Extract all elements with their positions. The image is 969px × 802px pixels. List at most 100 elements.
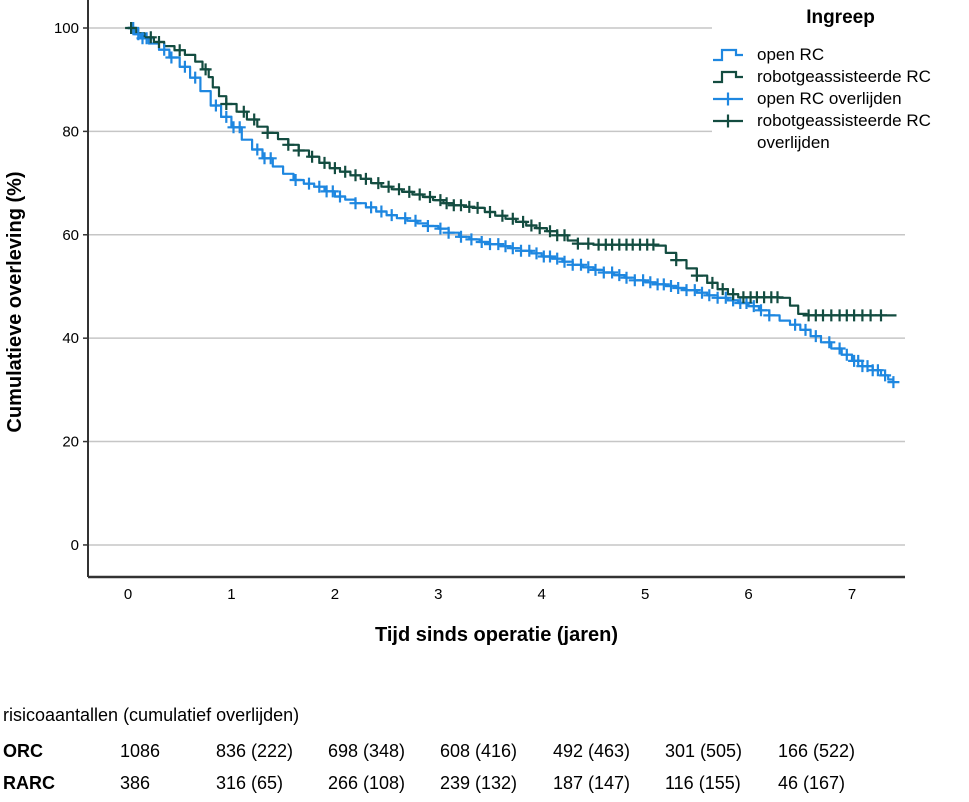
y-tick-label: 80 — [62, 123, 79, 140]
censor-mark — [282, 138, 295, 151]
legend: Ingreep open RC robotgeassisteerde RC — [712, 0, 969, 154]
censor-mark — [173, 44, 186, 57]
censor-mark — [313, 180, 326, 193]
censor-mark — [719, 291, 732, 304]
censor-mark — [799, 323, 812, 336]
censor-mark — [665, 280, 677, 292]
censor-plus-key-icon — [712, 110, 757, 129]
censor-mark — [544, 250, 556, 263]
censor-mark — [637, 274, 650, 287]
censor-mark — [220, 98, 233, 110]
censor-mark — [365, 201, 378, 214]
censor-mark — [326, 185, 339, 198]
censor-mark — [644, 276, 657, 289]
censor-plus-key-icon — [712, 88, 757, 107]
risk-row-label-orc: ORC — [3, 741, 43, 761]
censor-mark — [471, 201, 484, 214]
censor-mark — [727, 288, 740, 301]
censor-mark — [517, 215, 530, 228]
y-tick-label: 20 — [62, 434, 79, 451]
censor-mark — [440, 197, 453, 210]
censor-mark — [690, 269, 703, 282]
risk-value: 836 (222) — [216, 741, 294, 761]
km-chart-canvas: 0 20 40 60 80 100 0 1 2 3 4 5 6 7 Tijd sinds operatie … — [4, 0, 905, 646]
censor-mark — [292, 144, 305, 157]
y-tick-label: 40 — [62, 330, 79, 347]
risk-value: 301 (505) — [665, 741, 743, 761]
censor-mark — [349, 197, 362, 210]
risk-value: 166 (522) — [778, 741, 856, 761]
legend-item-open-rc: open RC — [712, 44, 969, 66]
censor-mark — [403, 185, 416, 198]
censor-mark — [688, 284, 701, 297]
censor-mark — [306, 150, 319, 163]
censor-mark — [670, 254, 683, 267]
censor-mark — [875, 309, 887, 322]
censor-mark — [492, 238, 505, 251]
censor-mark — [328, 162, 341, 175]
risk-table-header: risicoaantallen (cumulatief overlijden) — [3, 705, 300, 725]
censor-mark — [289, 174, 302, 186]
censor-mark — [409, 214, 422, 227]
y-axis-title: Cumulatieve overleving (%) — [4, 171, 26, 432]
censor-mark — [771, 291, 784, 304]
censor-mark — [434, 222, 447, 235]
censor-mark — [375, 205, 388, 218]
x-axis-title: Tijd sinds operatie (jaren) — [375, 624, 618, 646]
censor-mark — [606, 266, 619, 279]
censor-mark — [716, 283, 729, 296]
risk-value: 386 — [120, 773, 151, 793]
censor-mark — [385, 209, 398, 222]
censor-mark — [530, 247, 543, 260]
risk-value: 46 (167) — [778, 773, 846, 793]
censor-mark — [158, 43, 171, 56]
censor-mark — [484, 206, 496, 218]
censor-mark — [251, 143, 264, 156]
censor-mark — [318, 156, 331, 169]
censor-mark — [672, 282, 685, 294]
censor-mark — [125, 22, 138, 34]
risk-value: 608 (416) — [440, 741, 518, 761]
censor-mark — [871, 364, 884, 377]
risk-value: 116 (155) — [665, 773, 741, 793]
censor-mark — [399, 212, 412, 225]
censor-mark — [558, 229, 571, 242]
legend-label: open RC overlijden — [757, 89, 902, 108]
censor-mark — [475, 236, 488, 248]
censor-mark — [789, 318, 802, 331]
censor-mark — [349, 169, 362, 182]
censor-mark — [248, 113, 261, 126]
censor-mark — [620, 271, 633, 284]
censor-mark — [261, 126, 274, 139]
legend-label: robotgeassisteerde RC — [757, 67, 931, 86]
legend-item-open-rc-overlijden: open RC overlijden — [712, 88, 969, 110]
censor-mark — [523, 244, 536, 257]
censor-mark — [382, 180, 395, 193]
censor-mark — [496, 209, 509, 222]
censor-mark — [199, 63, 212, 76]
censor-mark — [434, 194, 447, 207]
risk-value: 266 (108) — [328, 773, 406, 793]
x-tick-label: 3 — [434, 586, 442, 603]
censor-mark — [571, 237, 584, 250]
legend-item-rarc-overlijden: robotgeassisteerde RC overlijden — [712, 110, 969, 154]
y-tick-label: 100 — [54, 20, 79, 37]
censor-mark — [763, 309, 776, 322]
step-line-key-icon — [712, 44, 757, 63]
censor-mark — [747, 300, 760, 313]
censor-mark — [153, 36, 165, 48]
censor-mark — [144, 31, 157, 44]
censor-mark — [233, 121, 246, 134]
censor-mark — [647, 238, 660, 251]
x-tick-label: 0 — [124, 586, 132, 603]
censor-mark — [455, 230, 467, 243]
censor-mark — [879, 369, 892, 382]
x-tick-label: 7 — [848, 586, 856, 603]
censor-mark — [525, 219, 538, 232]
censor-mark — [840, 348, 853, 361]
censor-mark — [864, 309, 877, 322]
censor-mark — [657, 278, 670, 291]
censor-mark — [334, 190, 346, 203]
y-tick-label: 60 — [62, 227, 79, 244]
x-tick-label: 2 — [331, 586, 339, 603]
